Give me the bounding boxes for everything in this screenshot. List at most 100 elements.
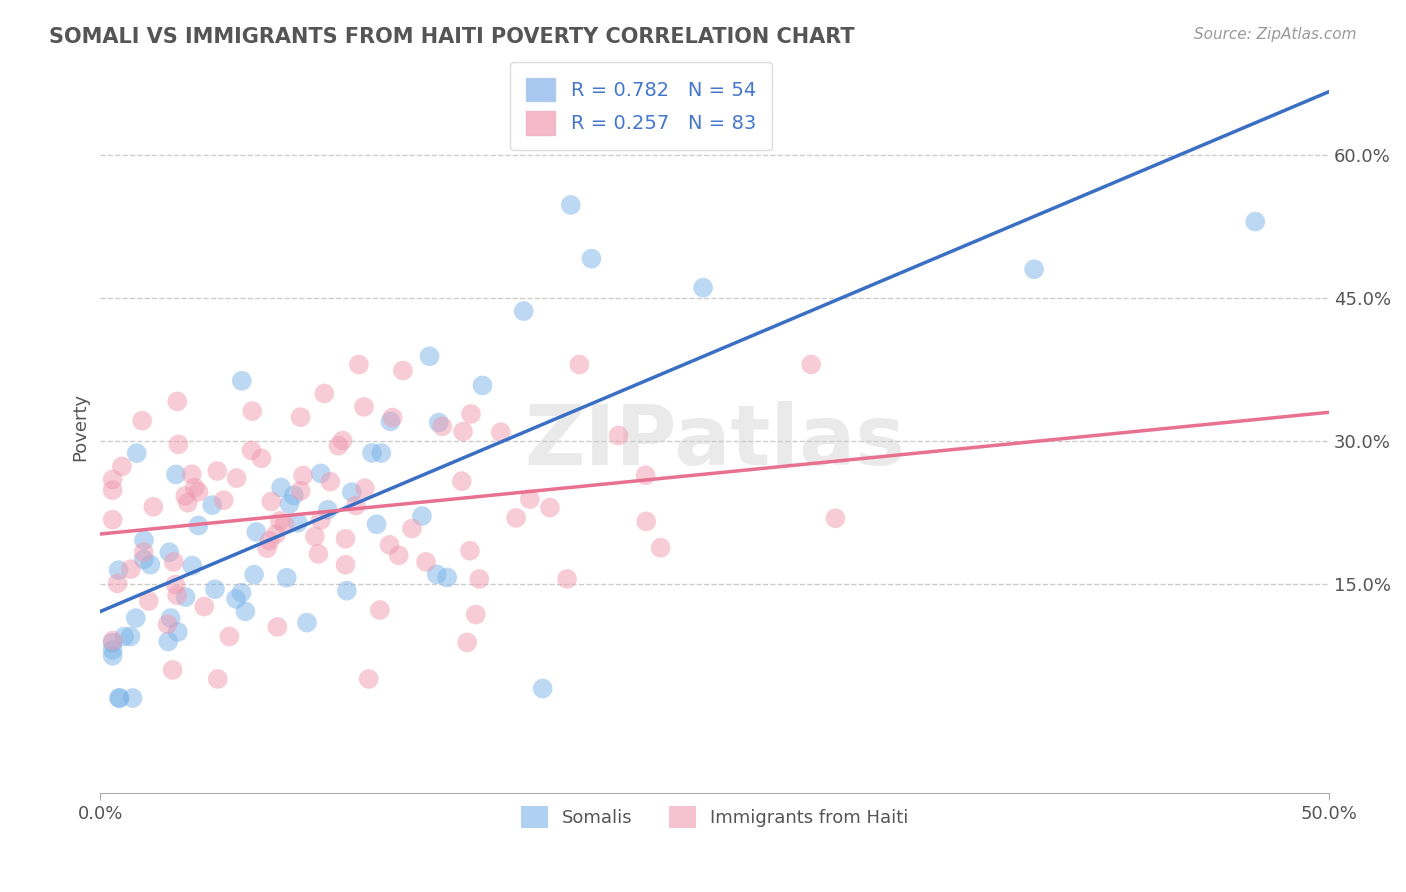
Point	[634, 468, 657, 483]
Point	[335, 558, 357, 572]
Point	[101, 633, 124, 648]
Point	[108, 691, 131, 706]
Point	[278, 497, 301, 511]
Point	[233, 604, 256, 618]
Point	[292, 468, 315, 483]
Point	[156, 617, 179, 632]
Point	[489, 425, 512, 440]
Point	[174, 489, 197, 503]
Point	[240, 404, 263, 418]
Point	[1024, 262, 1046, 277]
Point	[240, 443, 263, 458]
Text: Source: ZipAtlas.com: Source: ZipAtlas.com	[1194, 27, 1357, 42]
Point	[101, 483, 124, 497]
Point	[464, 607, 486, 622]
Point	[187, 518, 209, 533]
Point	[131, 414, 153, 428]
Point	[101, 472, 124, 486]
Point	[132, 545, 155, 559]
Point	[101, 648, 124, 663]
Point	[392, 363, 415, 377]
Point	[451, 425, 474, 439]
Point	[165, 577, 187, 591]
Point	[287, 516, 309, 530]
Point	[650, 541, 672, 555]
Point	[354, 481, 377, 495]
Point	[264, 527, 287, 541]
Y-axis label: Poverty: Poverty	[72, 392, 89, 460]
Point	[121, 691, 143, 706]
Point	[183, 481, 205, 495]
Point	[101, 636, 124, 650]
Point	[132, 533, 155, 548]
Point	[112, 630, 135, 644]
Point	[180, 467, 202, 482]
Point	[125, 446, 148, 460]
Point	[201, 498, 224, 512]
Point	[138, 594, 160, 608]
Point	[243, 567, 266, 582]
Point	[381, 410, 404, 425]
Point	[259, 533, 281, 548]
Point	[380, 414, 402, 428]
Point	[366, 517, 388, 532]
Point	[174, 590, 197, 604]
Point	[231, 585, 253, 599]
Point	[187, 484, 209, 499]
Point	[456, 635, 478, 649]
Point	[378, 538, 401, 552]
Point	[368, 603, 391, 617]
Point	[607, 428, 630, 442]
Point	[319, 475, 342, 489]
Point	[370, 446, 392, 460]
Point	[142, 500, 165, 514]
Point	[125, 611, 148, 625]
Point	[157, 634, 180, 648]
Point	[555, 572, 578, 586]
Point	[353, 400, 375, 414]
Text: SOMALI VS IMMIGRANTS FROM HAITI POVERTY CORRELATION CHART: SOMALI VS IMMIGRANTS FROM HAITI POVERTY …	[49, 27, 855, 46]
Point	[427, 416, 450, 430]
Point	[344, 499, 367, 513]
Point	[107, 563, 129, 577]
Point	[316, 503, 339, 517]
Point	[415, 555, 437, 569]
Point	[307, 547, 329, 561]
Point	[328, 439, 350, 453]
Point	[505, 511, 527, 525]
Point	[167, 437, 190, 451]
Point	[283, 488, 305, 502]
Point	[361, 446, 384, 460]
Point	[636, 514, 658, 528]
Point	[581, 252, 603, 266]
Point	[120, 630, 142, 644]
Point	[388, 549, 411, 563]
Point	[166, 588, 188, 602]
Point	[101, 642, 124, 657]
Point	[269, 514, 291, 528]
Point	[519, 491, 541, 506]
Point	[824, 511, 846, 525]
Point	[468, 572, 491, 586]
Point	[309, 513, 332, 527]
Point	[107, 576, 129, 591]
Point	[332, 434, 354, 448]
Point	[347, 358, 370, 372]
Point	[111, 459, 134, 474]
Point	[335, 532, 357, 546]
Point	[460, 407, 482, 421]
Point	[165, 467, 187, 482]
Point	[177, 496, 200, 510]
Text: ZIPatlas: ZIPatlas	[524, 401, 905, 482]
Point	[290, 483, 312, 498]
Point	[266, 620, 288, 634]
Point	[212, 493, 235, 508]
Point	[471, 378, 494, 392]
Point	[260, 494, 283, 508]
Point	[304, 529, 326, 543]
Point	[1244, 214, 1267, 228]
Point	[692, 281, 714, 295]
Point	[157, 545, 180, 559]
Point	[450, 474, 472, 488]
Point	[120, 562, 142, 576]
